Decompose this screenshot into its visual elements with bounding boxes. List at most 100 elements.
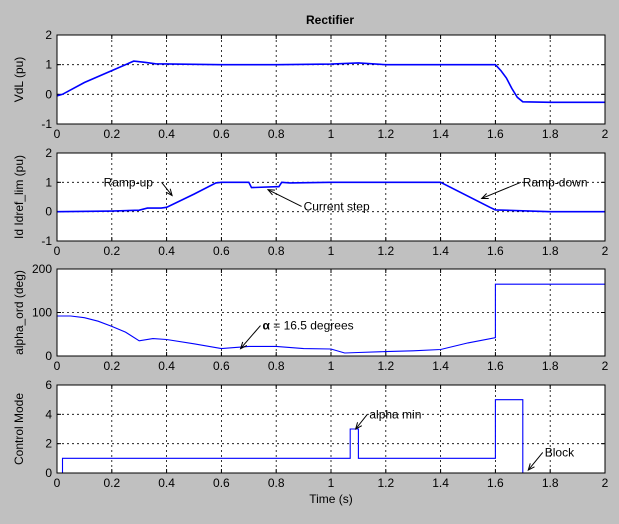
x-tick-label: 1.2: [377, 244, 394, 258]
x-tick-label: 1: [328, 359, 335, 373]
x-tick-label: 1.4: [432, 127, 449, 141]
y-axis-label: alpha_ord (deg): [12, 270, 26, 355]
x-tick-label: 0.4: [158, 244, 175, 258]
x-tick-label: 0.6: [213, 476, 230, 490]
arrow-head: [527, 463, 535, 472]
x-tick-label: 2: [602, 476, 609, 490]
x-tick-label: 1.4: [432, 244, 449, 258]
plot-area: [57, 35, 605, 124]
y-tick-label: 2: [45, 28, 52, 42]
x-tick-label: 0.8: [268, 476, 285, 490]
annotation-arrow: [161, 182, 173, 196]
y-tick-label: 1: [45, 58, 52, 72]
x-tick-label: 1.8: [542, 359, 559, 373]
x-tick-label: 1.6: [487, 127, 504, 141]
x-tick-label: 1.8: [542, 244, 559, 258]
y-axis-label: VdL (pu): [12, 57, 26, 103]
x-tick-label: 0.8: [268, 244, 285, 258]
y-tick-label: -1: [41, 234, 52, 248]
arrow-head: [266, 189, 275, 196]
x-tick-label: 2: [602, 359, 609, 373]
x-tick-label: 0.8: [268, 359, 285, 373]
x-axis-label: Time (s): [309, 492, 353, 506]
x-tick-label: 0: [54, 127, 61, 141]
y-tick-label: 2: [45, 437, 52, 451]
y-tick-label: 1: [45, 175, 52, 189]
x-tick-label: 1.6: [487, 244, 504, 258]
subplot-4: 0 0.2 0.4 0.6 0.8 1 1.2 1.4 1.6 1.8 2 0 2 4 6 Control M…: [12, 378, 609, 506]
y-tick-label: -1: [41, 117, 52, 131]
x-tick-label: 0.8: [268, 127, 285, 141]
axes-frame: [56, 152, 606, 242]
arrow-head: [165, 188, 173, 197]
x-tick-label: 0.2: [103, 359, 120, 373]
annotation-label: alpha min: [369, 407, 421, 421]
x-tick-label: 0.6: [213, 359, 230, 373]
alpha-symbol: α: [263, 319, 271, 333]
y-tick-label: 0: [45, 87, 52, 101]
series-line: [56, 181, 605, 213]
series-line: [57, 283, 605, 354]
y-tick-label: 200: [32, 262, 52, 276]
x-tick-label: 0: [54, 244, 61, 258]
x-tick-label: 2: [602, 127, 609, 141]
y-tick-label: 100: [32, 306, 52, 320]
axes-frame: [56, 268, 606, 357]
x-tick-label: 0.6: [213, 244, 230, 258]
subplot-3: 0 0.2 0.4 0.6 0.8 1 1.2 1.4 1.6 1.8 2 0 100 200 alpha_…: [12, 262, 609, 373]
chart-title: Rectifier: [306, 13, 354, 27]
y-tick-label: 6: [45, 378, 52, 392]
x-tick-label: 1.4: [432, 476, 449, 490]
annotation-label: Current step: [304, 199, 370, 213]
x-tick-label: 0.4: [158, 359, 175, 373]
arrow-head: [239, 341, 248, 350]
annotation-label: α = 16.5 degrees: [263, 319, 354, 333]
series-line: [57, 399, 605, 474]
arrow-head: [480, 193, 489, 200]
x-tick-label: 1.2: [377, 476, 394, 490]
x-tick-label: 1.6: [487, 359, 504, 373]
x-tick-label: 0.4: [158, 127, 175, 141]
annotation-label: Ramp-down: [523, 175, 588, 189]
annotation-label: Block: [545, 445, 575, 459]
arrow-head: [354, 422, 363, 431]
plot-area: [57, 153, 605, 241]
x-tick-label: 0.2: [103, 244, 120, 258]
y-axis-label: Control Mode: [12, 393, 26, 465]
x-tick-label: 1: [328, 476, 335, 490]
y-tick-label: 4: [45, 407, 52, 421]
annotation-text: = 16.5 degrees: [270, 319, 354, 333]
x-tick-label: 2: [602, 244, 609, 258]
x-tick-label: 1.2: [377, 127, 394, 141]
annotation-arrow: [527, 452, 544, 471]
annotation-arrow: [267, 189, 302, 207]
axes-frame: [56, 384, 606, 474]
annotation-arrow: [240, 325, 261, 349]
y-tick-label: 0: [45, 466, 52, 480]
y-axis-label: Id Idref_lim (pu): [12, 155, 26, 239]
series-line: [56, 60, 605, 104]
y-tick-label: 0: [45, 349, 52, 363]
x-tick-label: 0.6: [213, 127, 230, 141]
annotation-arrow: [481, 181, 521, 199]
y-tick-label: 2: [45, 146, 52, 160]
x-tick-label: 0.4: [158, 476, 175, 490]
annotation-label: Ramp-up: [104, 175, 154, 189]
x-tick-label: 1: [328, 127, 335, 141]
x-tick-label: 1.6: [487, 476, 504, 490]
x-tick-label: 1.4: [432, 359, 449, 373]
x-tick-label: 1.8: [542, 476, 559, 490]
x-tick-label: 1: [328, 244, 335, 258]
x-tick-label: 0: [54, 359, 61, 373]
axes-frame: [56, 34, 606, 125]
y-tick-label: 0: [45, 205, 52, 219]
x-tick-label: 1.2: [377, 359, 394, 373]
annotation-arrow: [355, 414, 368, 430]
x-tick-label: 1.8: [542, 127, 559, 141]
x-tick-label: 0.2: [103, 476, 120, 490]
x-tick-label: 0.2: [103, 127, 120, 141]
